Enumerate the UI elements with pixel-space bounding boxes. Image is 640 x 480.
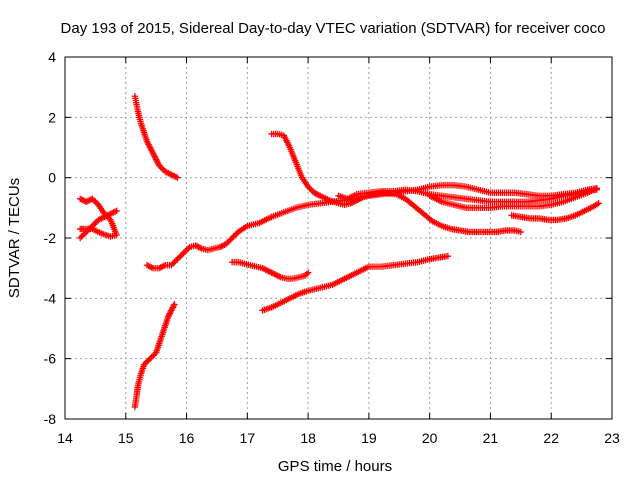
x-tick-label: 16 bbox=[179, 430, 195, 446]
data-point bbox=[180, 249, 187, 257]
data-point bbox=[159, 263, 166, 270]
data-point bbox=[178, 251, 186, 258]
y-tick-label: 2 bbox=[48, 109, 56, 125]
data-point bbox=[80, 231, 87, 239]
data-point bbox=[230, 233, 237, 240]
x-tick-label: 17 bbox=[240, 430, 256, 446]
data-point bbox=[90, 197, 98, 204]
x-tick-label: 14 bbox=[57, 430, 73, 446]
data-point bbox=[181, 248, 189, 255]
data-point bbox=[146, 263, 154, 270]
y-tick-label: 4 bbox=[48, 49, 56, 65]
data-point bbox=[231, 231, 239, 239]
plot-frame bbox=[64, 56, 613, 420]
data-point bbox=[76, 225, 84, 233]
series-3 bbox=[131, 93, 181, 181]
y-tick-label: -6 bbox=[44, 351, 57, 367]
data-point bbox=[143, 358, 151, 365]
data-point bbox=[307, 186, 315, 193]
y-axis-label: SDTVAR / TECUs bbox=[6, 178, 23, 298]
series-8 bbox=[259, 252, 452, 314]
x-tick-label: 19 bbox=[361, 430, 377, 446]
x-tick-label: 15 bbox=[118, 430, 134, 446]
data-points bbox=[76, 93, 602, 411]
data-point bbox=[146, 355, 154, 362]
series-6 bbox=[268, 130, 525, 236]
series-7 bbox=[228, 258, 312, 282]
data-point bbox=[183, 246, 190, 254]
series-11 bbox=[508, 200, 602, 224]
x-tick-label: 23 bbox=[604, 430, 620, 446]
data-point bbox=[171, 258, 178, 266]
grid bbox=[65, 57, 612, 419]
data-point bbox=[227, 236, 234, 243]
data-point bbox=[444, 252, 452, 260]
data-point bbox=[113, 207, 120, 215]
data-point bbox=[90, 221, 98, 228]
data-point bbox=[78, 233, 85, 240]
data-point bbox=[145, 356, 152, 364]
data-point bbox=[175, 254, 183, 261]
series-1 bbox=[76, 195, 120, 240]
x-tick-label: 22 bbox=[543, 430, 559, 446]
data-point bbox=[171, 301, 178, 308]
x-axis-label: GPS time / hours bbox=[278, 458, 392, 475]
chart-title: Day 193 of 2015, Sidereal Day-to-day VTE… bbox=[61, 20, 606, 37]
data-point bbox=[174, 255, 181, 263]
y-tick-label: 0 bbox=[48, 170, 56, 186]
data-point bbox=[76, 234, 84, 242]
data-point bbox=[148, 353, 155, 361]
y-tick-label: -4 bbox=[44, 290, 57, 306]
data-point bbox=[159, 165, 166, 172]
x-tick-label: 20 bbox=[422, 430, 438, 446]
y-tick-label: -2 bbox=[44, 230, 57, 246]
data-point bbox=[225, 237, 233, 245]
data-point bbox=[92, 219, 99, 227]
data-point bbox=[228, 234, 236, 242]
data-point bbox=[80, 197, 87, 204]
y-tick-label: -8 bbox=[44, 411, 57, 427]
series-4 bbox=[131, 301, 178, 411]
data-point bbox=[517, 228, 525, 236]
data-point bbox=[593, 185, 601, 192]
data-point bbox=[177, 252, 184, 260]
data-point bbox=[169, 260, 177, 267]
series-10 bbox=[426, 185, 601, 212]
x-tick-label: 18 bbox=[300, 430, 316, 446]
x-tick-label: 21 bbox=[483, 430, 499, 446]
data-point bbox=[172, 257, 180, 264]
data-point bbox=[174, 174, 181, 181]
series-2 bbox=[76, 207, 120, 242]
data-point bbox=[149, 352, 157, 359]
data-point bbox=[304, 269, 312, 276]
data-point bbox=[595, 200, 602, 207]
